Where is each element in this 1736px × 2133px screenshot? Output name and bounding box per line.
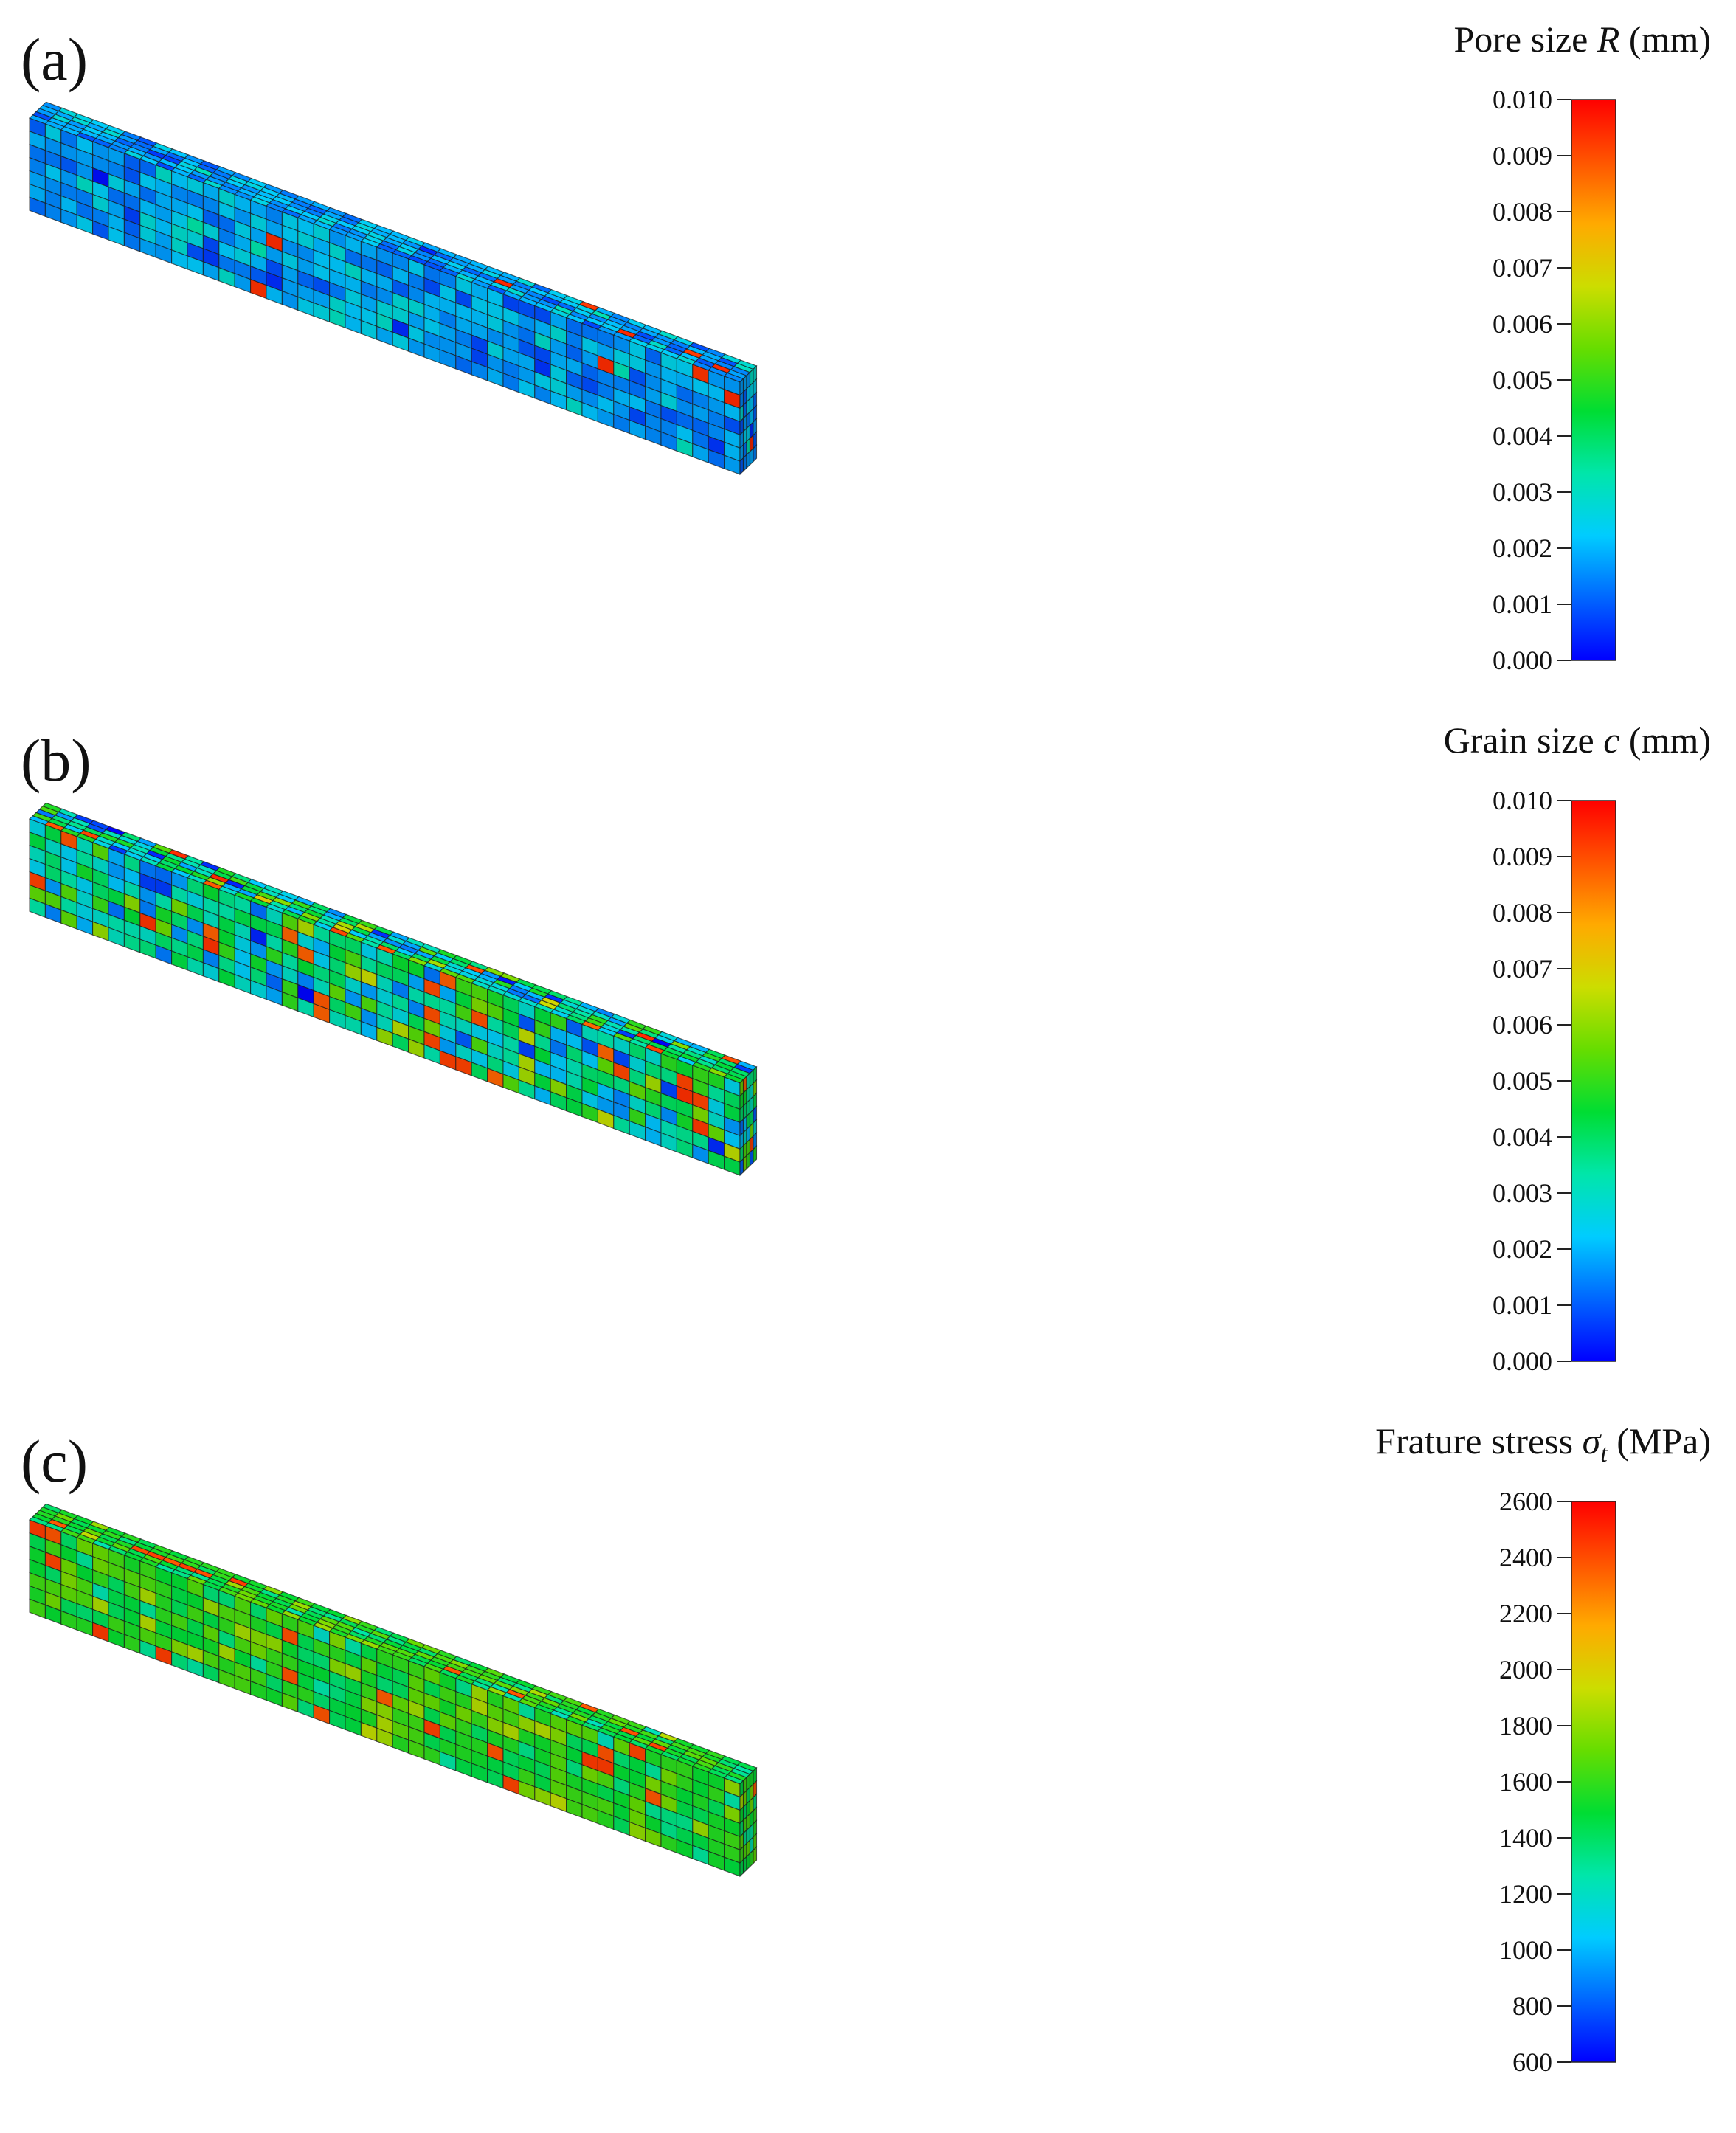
colorbar-tick-label: 0.006	[1493, 309, 1552, 339]
panel-label: (a)	[21, 26, 89, 93]
colorbar: 0.010 0.009 0.008 0.007 0.006 0.005 0.004 0.003…	[1493, 85, 1616, 675]
colorbar-tick-label: 0.005	[1493, 365, 1552, 395]
beam-mesh	[28, 101, 758, 476]
colorbar-tick-label: 0.010	[1493, 786, 1552, 815]
colorbar-tick-label: 0.005	[1493, 1066, 1552, 1096]
panel-c: (c) Frature stress σt (MPa) 2600 2400 2200…	[0, 1402, 1736, 2133]
colorbar-tick-label: 0.002	[1493, 1234, 1552, 1264]
legend-title: Grain size c (mm)	[1443, 719, 1711, 761]
beam-mesh	[28, 1503, 758, 1878]
colorbar-tick-label: 0.008	[1493, 197, 1552, 227]
panel-b: (b) Grain size c (mm) 0.010 0.009 0.008 0.0…	[0, 701, 1736, 1402]
colorbar-tick-label: 0.009	[1493, 842, 1552, 871]
colorbar-tick-label: 2200	[1499, 1599, 1552, 1628]
colorbar-gradient	[1571, 800, 1616, 1362]
colorbar-tick-label: 0.007	[1493, 954, 1552, 983]
colorbar: 0.010 0.009 0.008 0.007 0.006 0.005 0.004 0.003…	[1493, 786, 1616, 1376]
colorbar-gradient	[1571, 99, 1616, 661]
mesh-cell-end	[746, 1852, 751, 1871]
colorbar-tick-label: 0.003	[1493, 477, 1552, 507]
beam-mesh	[28, 802, 758, 1177]
colorbar-tick-label: 0.006	[1493, 1010, 1552, 1040]
mesh-cell-end	[753, 444, 758, 463]
colorbar-tick-label: 0.007	[1493, 253, 1552, 283]
colorbar-tick-label: 2600	[1499, 1487, 1552, 1516]
mesh-cell-end	[739, 457, 744, 476]
mesh-cell-end	[739, 1158, 744, 1177]
mesh-cell-end	[746, 1151, 751, 1170]
colorbar-tick-label: 0.001	[1493, 590, 1552, 619]
colorbar-tick-label: 0.000	[1493, 1346, 1552, 1376]
colorbar-tick-label: 0.010	[1493, 85, 1552, 114]
mesh-cell-end	[749, 1148, 754, 1167]
colorbar-tick-label: 2000	[1499, 1655, 1552, 1684]
colorbar-gradient	[1571, 1501, 1616, 2063]
mesh-cell-end	[753, 1145, 758, 1164]
legend-title: Pore size R (mm)	[1453, 18, 1711, 60]
mesh-cell-end	[749, 1849, 754, 1868]
colorbar-tick-label: 2400	[1499, 1543, 1552, 1572]
colorbar-tick-label: 1400	[1499, 1823, 1552, 1853]
colorbar-tick-label: 0.001	[1493, 1290, 1552, 1320]
colorbar-tick-label: 1000	[1499, 1935, 1552, 1965]
panel-label: (c)	[21, 1428, 89, 1495]
mesh-cell-end	[739, 1859, 744, 1878]
colorbar-tick-label: 0.004	[1493, 421, 1552, 451]
mesh-cell-end	[746, 450, 751, 469]
colorbar-tick-label: 0.004	[1493, 1122, 1552, 1152]
colorbar-tick-label: 1600	[1499, 1767, 1552, 1797]
mesh-cell-end	[753, 1846, 758, 1864]
colorbar-tick-label: 1200	[1499, 1879, 1552, 1909]
colorbar-tick-label: 0.009	[1493, 141, 1552, 170]
colorbar-tick-label: 800	[1512, 1991, 1552, 2021]
colorbar-tick-label: 0.002	[1493, 533, 1552, 563]
colorbar-tick-label: 0.008	[1493, 898, 1552, 927]
mesh-cell-end	[742, 1856, 747, 1875]
legend-title: Frature stress σt (MPa)	[1375, 1420, 1711, 1468]
mesh-cell-end	[749, 447, 754, 466]
colorbar-tick-label: 600	[1512, 2047, 1552, 2077]
colorbar-tick-label: 1800	[1499, 1711, 1552, 1740]
mesh-cell-end	[742, 1155, 747, 1174]
colorbar: 2600 2400 2200 2000 1800 1600 1400 1200 1000 800 6…	[1499, 1487, 1616, 2077]
panel-a: (a) Pore size R (mm) 0.010 0.009 0.008 0.00…	[0, 0, 1736, 701]
colorbar-tick-label: 0.003	[1493, 1178, 1552, 1208]
colorbar-tick-label: 0.000	[1493, 646, 1552, 675]
mesh-cell-end	[742, 454, 747, 473]
panel-label: (b)	[21, 727, 91, 794]
